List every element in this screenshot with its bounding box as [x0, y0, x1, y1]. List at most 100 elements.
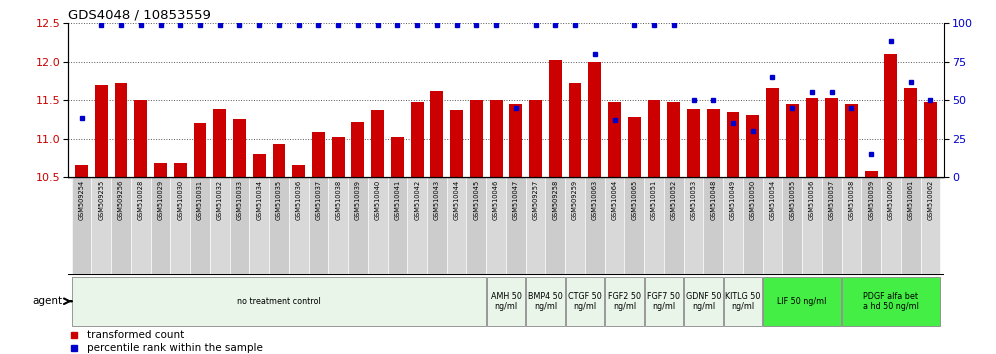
- Text: GSM510064: GSM510064: [612, 180, 618, 220]
- Text: GSM510045: GSM510045: [473, 180, 479, 220]
- Text: GSM510037: GSM510037: [316, 180, 322, 220]
- Text: GSM510033: GSM510033: [236, 180, 242, 220]
- Bar: [566, 276, 605, 326]
- Bar: [348, 177, 368, 274]
- Text: GSM510034: GSM510034: [256, 180, 262, 220]
- Text: GSM510053: GSM510053: [690, 180, 696, 220]
- Bar: [683, 177, 703, 274]
- Bar: [723, 177, 743, 274]
- Bar: [589, 62, 602, 177]
- Text: GSM510049: GSM510049: [730, 180, 736, 220]
- Bar: [387, 177, 407, 274]
- Bar: [687, 109, 700, 177]
- Bar: [881, 177, 900, 274]
- Text: GSM510031: GSM510031: [197, 180, 203, 220]
- Text: GSM510061: GSM510061: [907, 180, 913, 220]
- Text: GSM510043: GSM510043: [434, 180, 440, 220]
- Bar: [312, 132, 325, 177]
- Bar: [822, 177, 842, 274]
- Bar: [667, 102, 680, 177]
- Bar: [786, 104, 799, 177]
- Bar: [75, 165, 88, 177]
- Bar: [154, 163, 167, 177]
- Text: GSM510062: GSM510062: [927, 180, 933, 220]
- Bar: [309, 177, 329, 274]
- Bar: [546, 177, 565, 274]
- Bar: [470, 100, 483, 177]
- Text: GSM510029: GSM510029: [157, 180, 163, 220]
- Bar: [490, 100, 503, 177]
- Bar: [253, 154, 266, 177]
- Bar: [924, 102, 937, 177]
- Bar: [766, 88, 779, 177]
- Bar: [806, 98, 819, 177]
- Bar: [92, 177, 112, 274]
- Text: BMP4 50
ng/ml: BMP4 50 ng/ml: [528, 292, 563, 311]
- Bar: [826, 98, 838, 177]
- Bar: [569, 83, 582, 177]
- Text: GSM510044: GSM510044: [453, 180, 459, 220]
- Text: KITLG 50
ng/ml: KITLG 50 ng/ml: [725, 292, 761, 311]
- Text: GSM509255: GSM509255: [99, 180, 105, 220]
- Text: AMH 50
ng/ml: AMH 50 ng/ml: [491, 292, 521, 311]
- Text: GSM510035: GSM510035: [276, 180, 282, 220]
- Bar: [509, 104, 522, 177]
- Bar: [920, 177, 940, 274]
- Bar: [230, 177, 249, 274]
- Text: GSM510038: GSM510038: [336, 180, 342, 220]
- Text: GSM510059: GSM510059: [869, 180, 874, 220]
- Bar: [450, 110, 463, 177]
- Bar: [845, 104, 858, 177]
- Bar: [842, 276, 940, 326]
- Text: GSM510040: GSM510040: [374, 180, 380, 220]
- Bar: [233, 119, 246, 177]
- Bar: [763, 276, 842, 326]
- Bar: [210, 177, 230, 274]
- Text: GSM509257: GSM509257: [533, 180, 539, 220]
- Bar: [647, 100, 660, 177]
- Bar: [112, 177, 130, 274]
- Text: GSM510030: GSM510030: [177, 180, 183, 220]
- Bar: [292, 165, 305, 177]
- Bar: [627, 117, 640, 177]
- Text: GSM510039: GSM510039: [355, 180, 361, 220]
- Text: GSM510058: GSM510058: [849, 180, 855, 220]
- Bar: [391, 137, 403, 177]
- Text: GSM510056: GSM510056: [809, 180, 815, 220]
- Bar: [865, 171, 877, 177]
- Text: GSM510041: GSM510041: [394, 180, 400, 220]
- Bar: [372, 110, 384, 177]
- Text: percentile rank within the sample: percentile rank within the sample: [87, 343, 263, 353]
- Bar: [407, 177, 427, 274]
- Bar: [487, 276, 525, 326]
- Bar: [115, 83, 127, 177]
- Bar: [609, 102, 621, 177]
- Bar: [726, 112, 739, 177]
- Text: GSM510048: GSM510048: [710, 180, 716, 220]
- Bar: [273, 144, 286, 177]
- Bar: [529, 100, 542, 177]
- Text: GSM510052: GSM510052: [670, 180, 676, 220]
- Bar: [862, 177, 881, 274]
- Bar: [644, 276, 683, 326]
- Text: GDS4048 / 10853559: GDS4048 / 10853559: [68, 9, 210, 22]
- Text: GSM510050: GSM510050: [750, 180, 756, 220]
- Bar: [430, 91, 443, 177]
- Bar: [746, 115, 759, 177]
- Bar: [150, 177, 170, 274]
- Text: GSM510028: GSM510028: [137, 180, 143, 220]
- Bar: [549, 60, 562, 177]
- Text: GSM510042: GSM510042: [414, 180, 420, 220]
- Bar: [664, 177, 683, 274]
- Text: GSM510055: GSM510055: [789, 180, 795, 220]
- Bar: [332, 137, 345, 177]
- Text: GSM510063: GSM510063: [592, 180, 598, 220]
- Bar: [72, 177, 92, 274]
- Bar: [486, 177, 506, 274]
- Bar: [410, 102, 423, 177]
- Bar: [526, 276, 565, 326]
- Bar: [585, 177, 605, 274]
- Text: agent: agent: [33, 296, 63, 306]
- Bar: [352, 121, 365, 177]
- Text: FGF2 50
ng/ml: FGF2 50 ng/ml: [608, 292, 640, 311]
